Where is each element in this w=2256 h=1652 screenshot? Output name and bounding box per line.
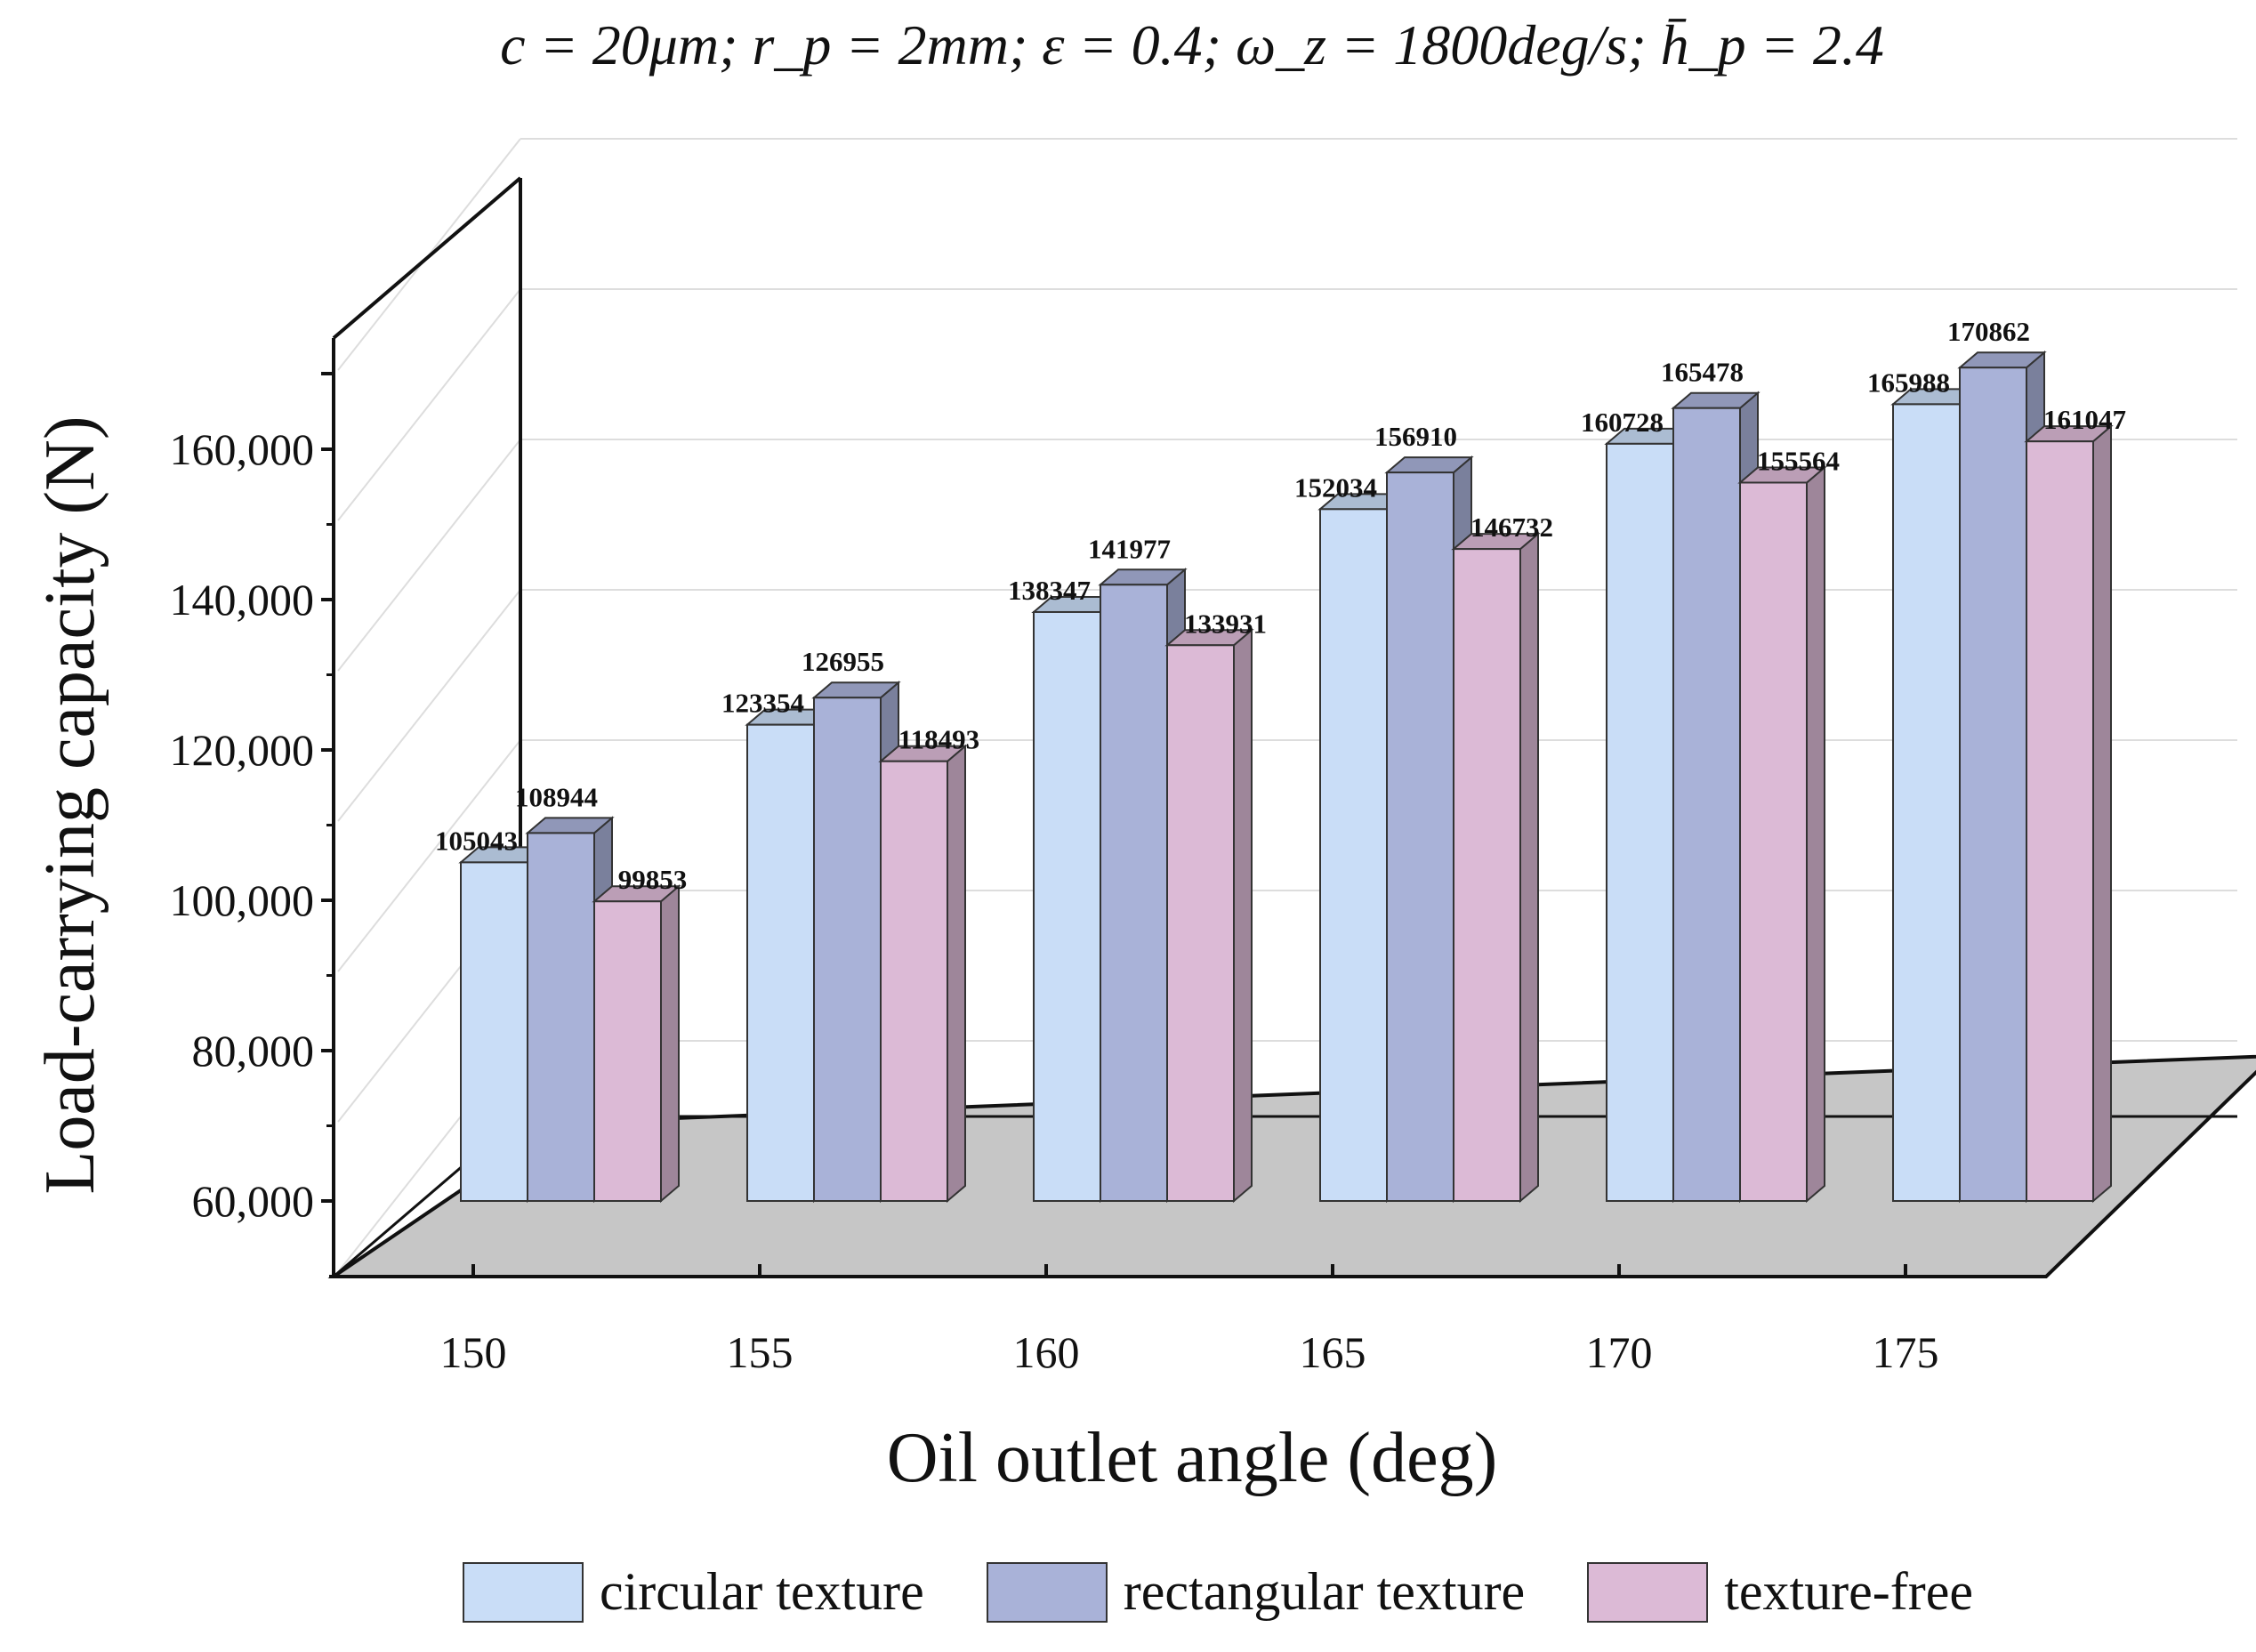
bar-side <box>1519 531 1539 1204</box>
bar-160-texture-free <box>1164 628 1254 1204</box>
bar-front <box>1319 508 1388 1202</box>
legend-label-rectangular: rectangular texture <box>1123 1562 1526 1621</box>
chart-title: c = 20μm; r_p = 2mm; ε = 0.4; ω_z = 1800… <box>500 13 1884 77</box>
bar-side <box>1233 628 1253 1204</box>
bar-front <box>1739 481 1808 1202</box>
legend-label-circular: circular texture <box>600 1562 924 1621</box>
bar-value-label: 105043 <box>435 825 518 856</box>
y-tick-label: 160,000 <box>170 424 315 474</box>
bar-value-label: 160728 <box>1581 407 1664 438</box>
x-tick-label: 160 <box>1013 1327 1080 1377</box>
x-tick-label: 155 <box>727 1327 794 1377</box>
y-tick-label: 140,000 <box>170 575 315 625</box>
bar-150-texture-free <box>592 884 681 1204</box>
legend-label-texture-free: texture-free <box>1724 1562 1973 1621</box>
y-tick-label: 80,000 <box>192 1026 315 1076</box>
bar-front <box>593 900 662 1202</box>
bar-value-label: 165478 <box>1661 357 1744 388</box>
gridline-side <box>337 739 521 972</box>
bar-value-label: 99853 <box>618 864 688 895</box>
bar-front <box>1892 403 1961 1202</box>
bar-value-label: 165988 <box>1867 367 1950 398</box>
legend-swatch-rectangular <box>986 1561 1108 1623</box>
gridline-side <box>337 288 521 521</box>
bar-front <box>1672 407 1741 1203</box>
legend-swatch-texture-free <box>1587 1561 1709 1623</box>
bar-front <box>2026 440 2094 1203</box>
y-axis-label: Load-carrying capacity (N) <box>31 415 109 1194</box>
bar-155-texture-free <box>878 744 968 1204</box>
x-tick-label: 165 <box>1300 1327 1366 1377</box>
bar-value-label: 126955 <box>802 646 884 677</box>
bar-value-label: 161047 <box>2043 404 2126 435</box>
bar-165-texture-free <box>1451 531 1541 1204</box>
legend-item-texture-free: texture-free <box>1587 1561 1973 1623</box>
bar-side <box>947 744 966 1204</box>
bar-value-label: 156910 <box>1374 421 1457 452</box>
legend-item-circular: circular texture <box>463 1561 924 1623</box>
bar-value-label: 138347 <box>1008 575 1091 606</box>
bar-170-texture-free <box>1737 465 1827 1204</box>
left-wall-top-edge <box>332 176 522 340</box>
bar-175-texture-free <box>2024 423 2114 1204</box>
legend: circular texture rectangular texture tex… <box>463 1561 1973 1623</box>
bar-value-label: 155564 <box>1757 445 1840 476</box>
bar-front <box>1453 548 1521 1202</box>
bar-front <box>1606 442 1674 1202</box>
bar-value-label: 152034 <box>1294 471 1377 503</box>
bar-side <box>660 884 680 1204</box>
bar-value-label: 108944 <box>515 781 598 812</box>
bar-value-label: 133931 <box>1184 608 1267 639</box>
bar-value-label: 118493 <box>898 724 979 755</box>
y-tick-label: 60,000 <box>192 1176 315 1226</box>
bar-value-label: 141977 <box>1088 533 1171 564</box>
x-tick-label: 150 <box>440 1327 507 1377</box>
legend-swatch-circular <box>463 1561 584 1623</box>
bar-value-label: 123354 <box>721 688 804 719</box>
gridline-side <box>337 439 521 672</box>
y-tick-label: 120,000 <box>170 725 315 775</box>
bar-front <box>880 760 948 1202</box>
x-axis-label: Oil outlet angle (deg) <box>887 1419 1497 1497</box>
x-tick-label: 175 <box>1873 1327 1939 1377</box>
bar-front <box>1033 610 1101 1202</box>
bar-value-label: 146732 <box>1470 512 1553 543</box>
bar-front <box>1100 584 1168 1202</box>
y-tick-label: 100,000 <box>170 875 315 925</box>
bar-front <box>813 697 882 1202</box>
bar-front <box>460 861 528 1202</box>
legend-item-rectangular: rectangular texture <box>986 1561 1526 1623</box>
gridline-side <box>337 589 521 822</box>
bar-side <box>2092 423 2112 1204</box>
bar-front <box>527 832 595 1203</box>
bar-front <box>746 723 815 1202</box>
bar-front <box>1386 471 1454 1202</box>
bar-front <box>1166 644 1235 1202</box>
x-tick-label: 170 <box>1586 1327 1653 1377</box>
bar-front <box>1959 367 2027 1202</box>
bar-side <box>1806 465 1825 1204</box>
bar-value-label: 170862 <box>1947 316 2030 347</box>
